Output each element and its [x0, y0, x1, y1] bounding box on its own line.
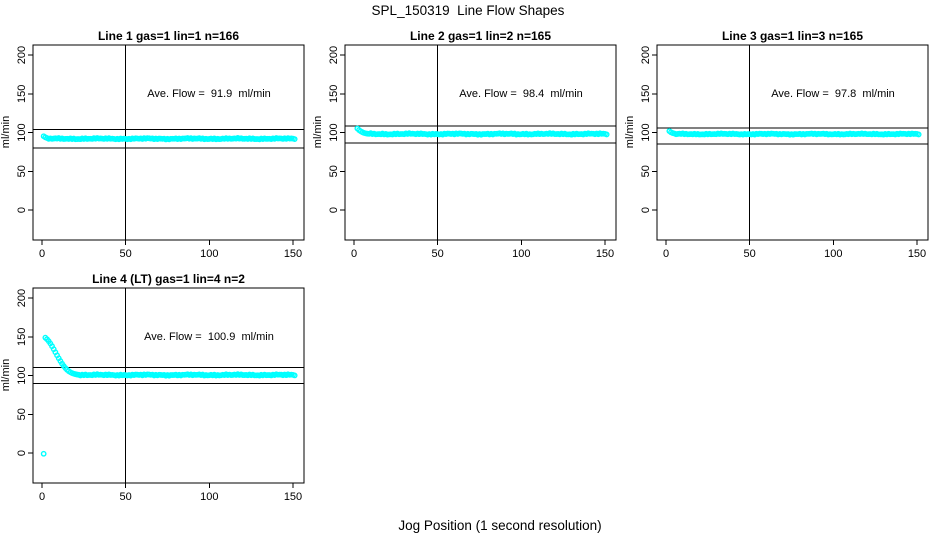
panel-line-4-lt: Line 4 (LT) gas=1 lin=4 n=2 0 50 100 150 0 50…: [0, 271, 312, 513]
panel-line-2: Line 2 gas=1 lin=2 n=165 0 50 100 150 0 50 100…: [312, 28, 624, 270]
ave-flow-annotation: Ave. Flow = 100.9 ml/min: [144, 331, 274, 343]
x-axis-label: Jog Position (1 second resolution): [398, 518, 602, 533]
svg-text:0: 0: [39, 248, 45, 260]
y-axis-label: ml/min: [0, 115, 12, 149]
ave-flow-annotation: Ave. Flow = 98.4 ml/min: [459, 88, 583, 100]
svg-text:50: 50: [120, 491, 132, 503]
ave-flow-annotation: Ave. Flow = 97.8 ml/min: [771, 88, 895, 100]
svg-text:150: 150: [16, 328, 28, 346]
svg-text:50: 50: [432, 248, 444, 260]
svg-text:150: 150: [284, 491, 302, 503]
svg-text:100: 100: [512, 248, 530, 260]
svg-text:0: 0: [16, 450, 28, 456]
panel-line-3: Line 3 gas=1 lin=3 n=165 0 50 100 150 0 50 100…: [624, 28, 936, 270]
svg-text:50: 50: [328, 165, 340, 177]
svg-text:0: 0: [16, 207, 28, 213]
svg-text:100: 100: [328, 123, 340, 141]
svg-text:0: 0: [351, 248, 357, 260]
svg-text:150: 150: [908, 248, 926, 260]
plot-area: 0 50 100 150 0 50 100 150 200: [16, 44, 305, 260]
svg-text:50: 50: [744, 248, 756, 260]
svg-text:200: 200: [640, 46, 652, 64]
svg-text:50: 50: [640, 165, 652, 177]
svg-text:100: 100: [824, 248, 842, 260]
svg-text:50: 50: [120, 248, 132, 260]
svg-text:50: 50: [16, 165, 28, 177]
svg-text:150: 150: [284, 248, 302, 260]
svg-text:200: 200: [328, 46, 340, 64]
svg-text:200: 200: [16, 46, 28, 64]
svg-text:100: 100: [16, 366, 28, 384]
svg-text:0: 0: [640, 207, 652, 213]
panel-line-1: Line 1 gas=1 lin=1 n=166 0 50 100 150 0 50 100…: [0, 28, 312, 270]
svg-text:150: 150: [16, 85, 28, 103]
svg-text:50: 50: [16, 408, 28, 420]
y-axis-label: ml/min: [312, 115, 324, 149]
plot-area: 0 50 100 150 0 50 100 150 200: [16, 287, 305, 503]
plot-area: 0 50 100 150 0 50 100 150 200: [640, 44, 929, 260]
plot-area: 0 50 100 150 0 50 100 150 200: [328, 44, 617, 260]
svg-text:0: 0: [328, 207, 340, 213]
y-axis-label: ml/min: [624, 115, 636, 149]
ave-flow-annotation: Ave. Flow = 91.9 ml/min: [147, 88, 271, 100]
svg-text:0: 0: [663, 248, 669, 260]
svg-text:100: 100: [200, 248, 218, 260]
panel-title: Line 2 gas=1 lin=2 n=165: [409, 29, 552, 43]
svg-text:150: 150: [328, 85, 340, 103]
svg-text:0: 0: [39, 491, 45, 503]
figure-title: SPL_150319 Line Flow Shapes: [371, 3, 565, 18]
svg-text:150: 150: [596, 248, 614, 260]
svg-text:200: 200: [16, 289, 28, 307]
svg-text:100: 100: [200, 491, 218, 503]
svg-text:100: 100: [640, 123, 652, 141]
panel-title: Line 4 (LT) gas=1 lin=4 n=2: [92, 272, 245, 286]
panel-title: Line 3 gas=1 lin=3 n=165: [721, 29, 864, 43]
y-axis-label: ml/min: [0, 358, 12, 392]
panel-title: Line 1 gas=1 lin=1 n=166: [97, 29, 240, 43]
svg-text:100: 100: [16, 123, 28, 141]
svg-text:150: 150: [640, 85, 652, 103]
